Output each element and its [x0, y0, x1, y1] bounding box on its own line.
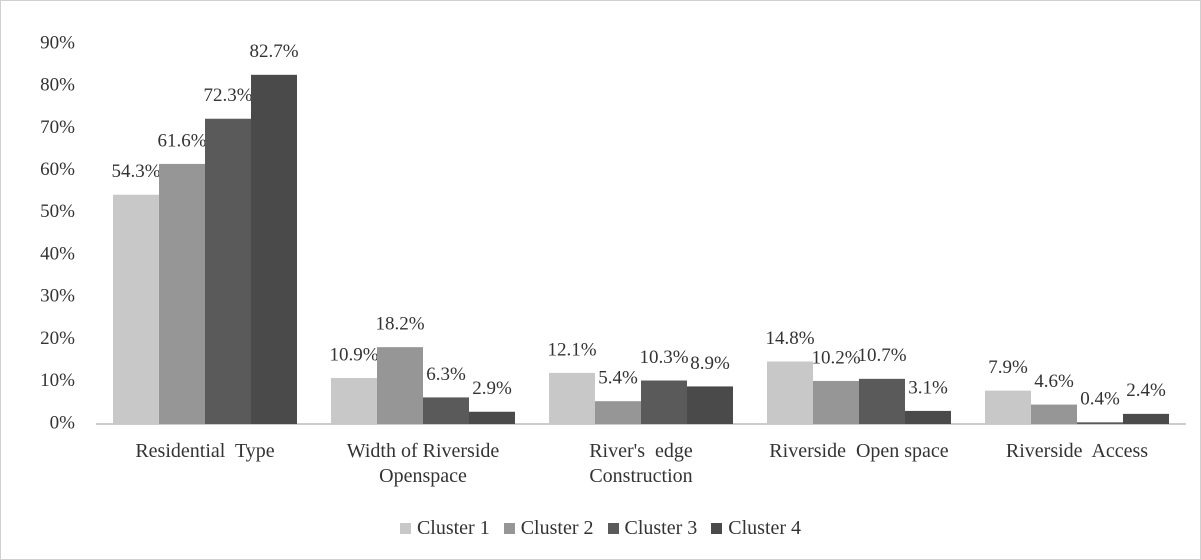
data-label: 7.9%	[988, 357, 1028, 378]
data-label: 2.9%	[472, 378, 512, 399]
legend-swatch	[711, 523, 723, 534]
data-label: 4.6%	[1034, 371, 1074, 392]
y-tick-label: 30%	[40, 286, 75, 307]
bar	[813, 380, 859, 424]
data-label: 0.4%	[1080, 389, 1120, 410]
data-label: 6.3%	[426, 364, 466, 385]
x-tick-label: Residential Type	[135, 440, 275, 462]
data-label: 8.9%	[690, 353, 730, 374]
y-tick-label: 20%	[40, 328, 75, 349]
legend-item: Cluster 1	[399, 517, 490, 540]
bar	[1123, 413, 1169, 424]
legend-label: Cluster 2	[520, 517, 594, 539]
y-tick-label: 60%	[40, 159, 75, 180]
bar	[423, 397, 469, 424]
data-label: 10.7%	[857, 345, 906, 366]
y-tick-label: 40%	[40, 243, 75, 264]
y-tick-label: 50%	[40, 201, 75, 222]
bar	[205, 118, 251, 424]
x-tick-label: Riverside Open space	[769, 440, 949, 462]
y-tick-label: 70%	[40, 117, 75, 138]
data-label: 5.4%	[598, 368, 638, 389]
bar	[549, 372, 595, 424]
legend-label: Cluster 4	[728, 517, 802, 539]
data-label: 14.8%	[765, 328, 814, 349]
data-label: 3.1%	[908, 377, 948, 398]
data-label: 72.3%	[203, 85, 252, 106]
x-tick-label: Width of Riverside Openspace	[346, 440, 505, 487]
legend-swatch	[399, 523, 411, 534]
x-tick-label: Riverside Access	[1005, 440, 1149, 462]
legend-label: Cluster 1	[416, 517, 490, 539]
data-label: 54.3%	[111, 161, 160, 182]
bar	[859, 378, 905, 424]
bar	[905, 410, 951, 424]
y-tick-label: 10%	[40, 370, 75, 391]
legend: Cluster 1 Cluster 2 Cluster 3 Cluster 4	[1, 517, 1200, 540]
legend-swatch	[503, 523, 515, 534]
legend-item: Cluster 2	[503, 517, 594, 540]
legend-item: Cluster 3	[607, 517, 698, 540]
bar	[595, 401, 641, 424]
bar	[469, 411, 515, 424]
data-label: 61.6%	[157, 130, 206, 151]
data-label: 18.2%	[375, 314, 424, 335]
data-label: 82.7%	[249, 41, 298, 62]
bar	[1077, 422, 1123, 424]
bar	[1031, 404, 1077, 424]
data-label: 2.4%	[1126, 380, 1166, 401]
y-tick-label: 90%	[40, 32, 75, 53]
bar	[985, 390, 1031, 424]
legend-label: Cluster 3	[624, 517, 698, 539]
bar	[767, 361, 813, 424]
legend-swatch	[607, 523, 619, 534]
bar	[331, 377, 377, 424]
data-label: 10.9%	[329, 344, 378, 365]
bar	[641, 380, 687, 424]
bar	[251, 74, 297, 425]
y-tick-label: 80%	[40, 75, 75, 96]
bar	[113, 194, 159, 424]
data-label: 10.2%	[811, 347, 860, 368]
bar	[377, 347, 423, 424]
bar	[687, 386, 733, 424]
legend-item: Cluster 4	[711, 517, 801, 540]
x-tick-label: River's edge Construction	[589, 440, 698, 487]
bar	[159, 163, 205, 424]
y-tick-label: 0%	[50, 412, 76, 433]
data-label: 10.3%	[639, 347, 688, 368]
data-label: 12.1%	[547, 339, 596, 360]
